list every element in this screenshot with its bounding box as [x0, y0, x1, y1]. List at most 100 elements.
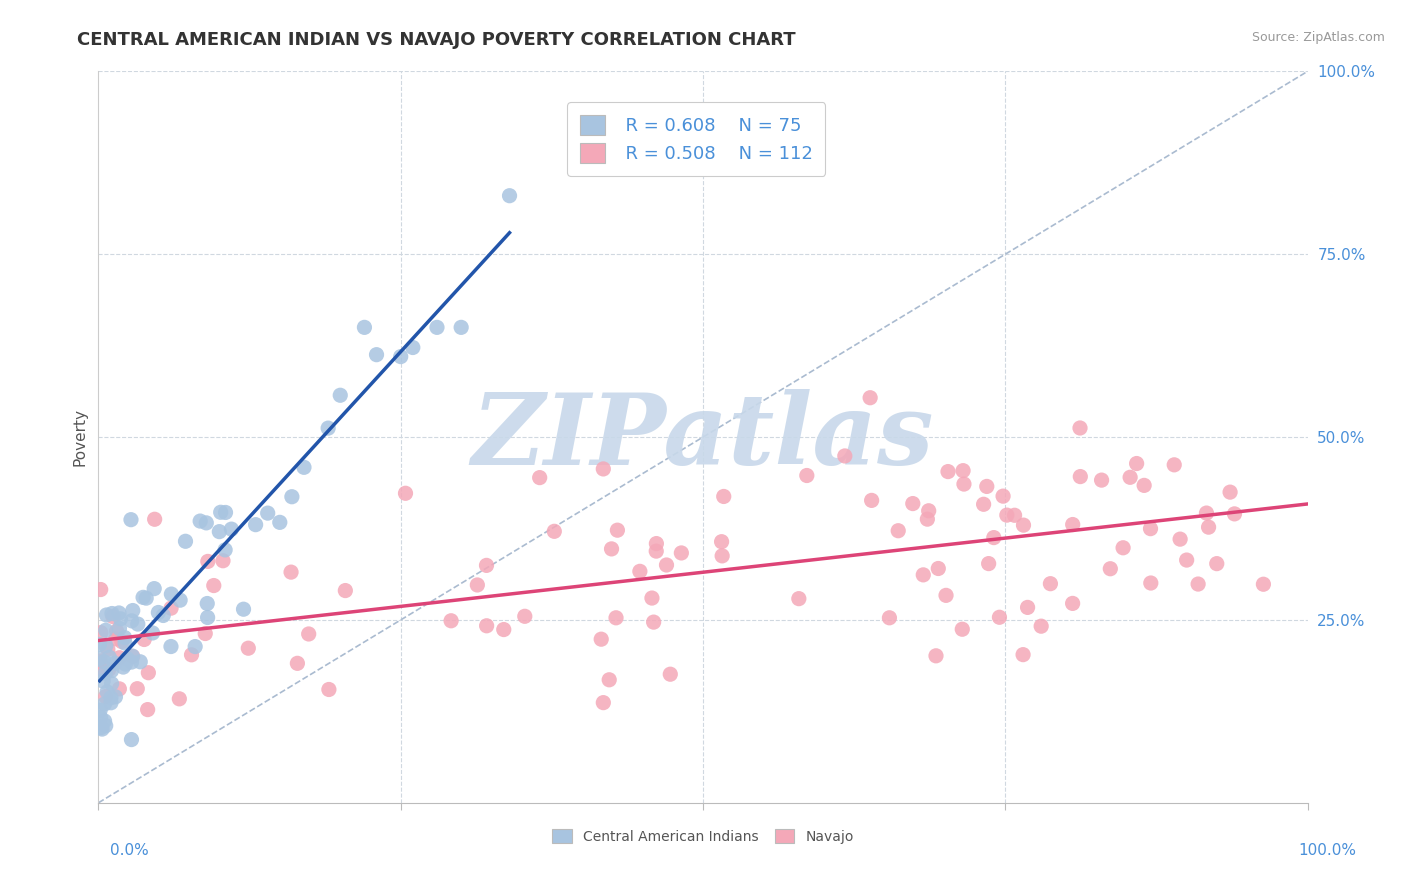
Point: [90, 721, 112, 735]
Point: [935, 588, 957, 602]
Point: [645, 536, 668, 550]
Point: [174, 534, 197, 549]
Point: [121, 649, 143, 664]
Point: [440, 614, 463, 628]
Point: [1090, 473, 1112, 487]
Point: [127, 681, 149, 696]
Point: [1205, 557, 1227, 571]
Point: [180, 648, 202, 662]
Point: [93, 655, 115, 669]
Point: [148, 606, 170, 620]
Point: [605, 611, 627, 625]
Point: [1062, 596, 1084, 610]
Point: [983, 531, 1005, 545]
Point: [1112, 541, 1135, 555]
Point: [214, 542, 236, 557]
Point: [90, 582, 112, 597]
Point: [114, 657, 136, 671]
Point: [592, 696, 614, 710]
Point: [121, 655, 143, 669]
Point: [1004, 508, 1026, 523]
Point: [94, 624, 117, 638]
Point: [194, 626, 217, 640]
Point: [1119, 470, 1142, 484]
Point: [952, 464, 974, 478]
Point: [1012, 648, 1035, 662]
Point: [152, 608, 174, 623]
Point: [1039, 576, 1062, 591]
Point: [287, 657, 309, 671]
Point: [936, 465, 959, 479]
Point: [671, 546, 693, 560]
Point: [711, 549, 734, 563]
Point: [127, 617, 149, 632]
Point: [197, 610, 219, 624]
Point: [1139, 522, 1161, 536]
Point: [184, 640, 207, 654]
Point: [859, 391, 882, 405]
Point: [713, 490, 735, 504]
Point: [787, 591, 810, 606]
Point: [90, 710, 112, 724]
Point: [209, 505, 232, 519]
Point: [389, 350, 412, 364]
Point: [100, 676, 122, 690]
Point: [121, 649, 143, 664]
Point: [475, 558, 498, 573]
Point: [120, 513, 142, 527]
Legend: Central American Indians, Navajo: Central American Indians, Navajo: [546, 822, 860, 851]
Point: [1012, 518, 1035, 533]
Point: [1219, 485, 1241, 500]
Point: [592, 462, 614, 476]
Point: [513, 609, 536, 624]
Point: [89, 651, 111, 665]
Point: [492, 623, 515, 637]
Point: [834, 449, 856, 463]
Point: [353, 320, 375, 334]
Point: [169, 593, 191, 607]
Point: [329, 388, 352, 402]
Point: [655, 558, 678, 572]
Point: [318, 682, 340, 697]
Point: [129, 655, 152, 669]
Point: [104, 690, 127, 704]
Point: [214, 506, 236, 520]
Point: [918, 504, 941, 518]
Point: [366, 348, 388, 362]
Point: [475, 619, 498, 633]
Point: [101, 607, 124, 621]
Text: CENTRAL AMERICAN INDIAN VS NAVAJO POVERTY CORRELATION CHART: CENTRAL AMERICAN INDIAN VS NAVAJO POVERT…: [77, 31, 796, 49]
Point: [1062, 517, 1084, 532]
Point: [977, 557, 1000, 571]
Y-axis label: Poverty: Poverty: [72, 408, 87, 467]
Point: [973, 497, 995, 511]
Point: [450, 320, 472, 334]
Point: [1175, 553, 1198, 567]
Point: [97, 663, 120, 677]
Point: [292, 460, 315, 475]
Point: [1168, 532, 1191, 546]
Point: [645, 544, 668, 558]
Point: [105, 624, 128, 639]
Point: [1069, 421, 1091, 435]
Point: [91, 674, 114, 689]
Point: [121, 614, 143, 628]
Point: [132, 591, 155, 605]
Point: [976, 479, 998, 493]
Point: [94, 719, 117, 733]
Point: [394, 486, 416, 500]
Point: [111, 634, 134, 648]
Point: [93, 697, 115, 711]
Point: [1125, 457, 1147, 471]
Point: [197, 554, 219, 568]
Point: [606, 523, 628, 537]
Point: [143, 582, 166, 596]
Text: Source: ZipAtlas.com: Source: ZipAtlas.com: [1251, 31, 1385, 45]
Point: [1195, 506, 1218, 520]
Point: [950, 622, 973, 636]
Point: [160, 601, 183, 615]
Point: [98, 650, 121, 665]
Point: [628, 565, 651, 579]
Point: [991, 489, 1014, 503]
Point: [860, 493, 883, 508]
